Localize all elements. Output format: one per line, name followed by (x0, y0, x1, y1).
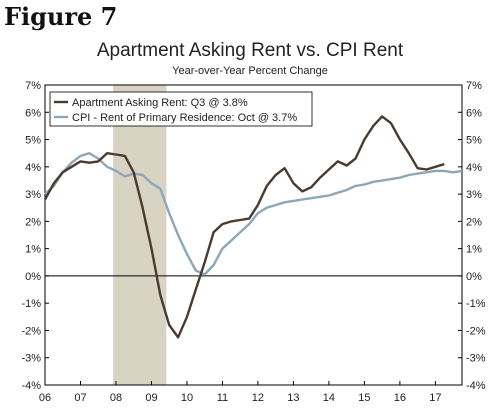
chart-subtitle: Year-over-Year Percent Change (172, 65, 328, 77)
y-tick-label-left: -1% (21, 298, 41, 310)
y-tick-label-right: 2% (466, 216, 482, 228)
x-tick-label: 13 (287, 392, 299, 404)
y-tick-label-right: 7% (466, 80, 482, 92)
y-tick-label-right: 6% (466, 107, 482, 119)
x-tick-label: 17 (429, 392, 441, 404)
y-tick-label-left: 4% (25, 162, 41, 174)
x-tick-label: 14 (323, 392, 335, 404)
y-tick-label-left: 2% (25, 216, 41, 228)
figure-label: Figure 7 (4, 2, 118, 31)
y-tick-label-left: 5% (25, 135, 41, 147)
x-tick-label: 15 (358, 392, 370, 404)
x-tick-label: 09 (145, 392, 157, 404)
y-tick-label-right: 5% (466, 135, 482, 147)
y-tick-label-left: 0% (25, 271, 41, 283)
chart-title: Apartment Asking Rent vs. CPI Rent (96, 40, 404, 61)
y-tick-label-right: -4% (466, 380, 486, 392)
x-tick-label: 16 (394, 392, 406, 404)
y-tick-label-left: -4% (21, 380, 41, 392)
x-tick-label: 11 (217, 392, 228, 404)
recession-shading (113, 85, 167, 385)
y-tick-label-right: -3% (466, 353, 486, 365)
y-tick-label-left: 6% (25, 107, 41, 119)
x-tick-label: 07 (74, 392, 86, 404)
x-tick-label: 12 (252, 392, 264, 404)
y-tick-label-left: 7% (25, 80, 41, 92)
plot-frame (44, 84, 463, 386)
legend-label: Apartment Asking Rent: Q3 @ 3.8% (72, 97, 248, 109)
y-tick-label-right: 0% (466, 271, 482, 283)
y-tick-label-left: 1% (25, 244, 41, 256)
series-line-asking-rent (43, 115, 445, 339)
legend-label: CPI - Rent of Primary Residence: Oct @ 3… (72, 112, 297, 124)
y-tick-label-right: -2% (466, 325, 486, 337)
y-tick-label-left: 3% (25, 189, 41, 201)
x-tick-label: 10 (181, 392, 193, 404)
series-line-cpi-rent (44, 151, 463, 276)
y-tick-label-right: 1% (466, 244, 482, 256)
y-tick-label-right: 4% (466, 162, 482, 174)
legend-box (49, 91, 313, 127)
y-tick-label-right: -1% (466, 298, 486, 310)
y-tick-label-left: -2% (21, 325, 41, 337)
y-tick-label-left: -3% (21, 353, 41, 365)
x-tick-label: 06 (39, 392, 51, 404)
y-tick-label-right: 3% (466, 189, 482, 201)
x-tick-label: 08 (110, 392, 122, 404)
